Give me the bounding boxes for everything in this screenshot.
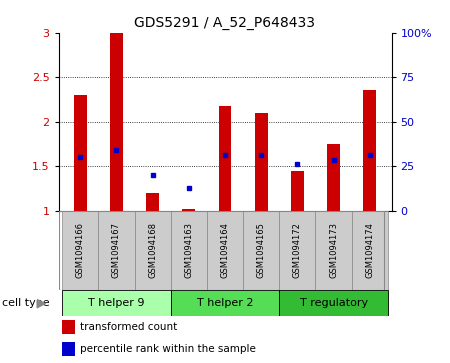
Bar <box>98 211 135 290</box>
Bar <box>243 211 279 290</box>
Bar <box>62 320 75 334</box>
Text: GSM1094172: GSM1094172 <box>293 223 302 278</box>
Bar <box>62 290 171 316</box>
Bar <box>74 95 86 211</box>
Bar <box>315 211 352 290</box>
Bar <box>135 211 171 290</box>
Text: GSM1094165: GSM1094165 <box>256 223 266 278</box>
Text: ▶: ▶ <box>36 297 46 310</box>
Text: GSM1094174: GSM1094174 <box>365 223 374 278</box>
Text: T helper 9: T helper 9 <box>88 298 144 308</box>
Bar <box>171 290 279 316</box>
Text: GSM1094166: GSM1094166 <box>76 223 85 278</box>
Bar <box>146 193 159 211</box>
Bar <box>279 211 315 290</box>
Text: GSM1094167: GSM1094167 <box>112 223 121 278</box>
Bar <box>364 90 376 211</box>
Bar <box>62 211 98 290</box>
Bar <box>182 209 195 211</box>
Text: GSM1094163: GSM1094163 <box>184 223 194 278</box>
Bar <box>62 342 75 356</box>
Bar <box>327 144 340 211</box>
Bar <box>352 211 388 290</box>
Text: GSM1094173: GSM1094173 <box>329 223 338 278</box>
Text: GSM1094164: GSM1094164 <box>220 223 230 278</box>
Text: T regulatory: T regulatory <box>300 298 368 308</box>
Bar <box>171 211 207 290</box>
Text: GSM1094168: GSM1094168 <box>148 223 157 278</box>
Bar <box>279 290 388 316</box>
Bar <box>291 171 304 211</box>
Title: GDS5291 / A_52_P648433: GDS5291 / A_52_P648433 <box>135 16 315 30</box>
Bar <box>219 106 231 211</box>
Text: percentile rank within the sample: percentile rank within the sample <box>80 344 256 354</box>
Text: transformed count: transformed count <box>80 322 177 332</box>
Bar <box>255 113 268 211</box>
Text: T helper 2: T helper 2 <box>197 298 253 308</box>
Bar <box>110 33 123 211</box>
Bar <box>207 211 243 290</box>
Text: cell type: cell type <box>2 298 50 308</box>
